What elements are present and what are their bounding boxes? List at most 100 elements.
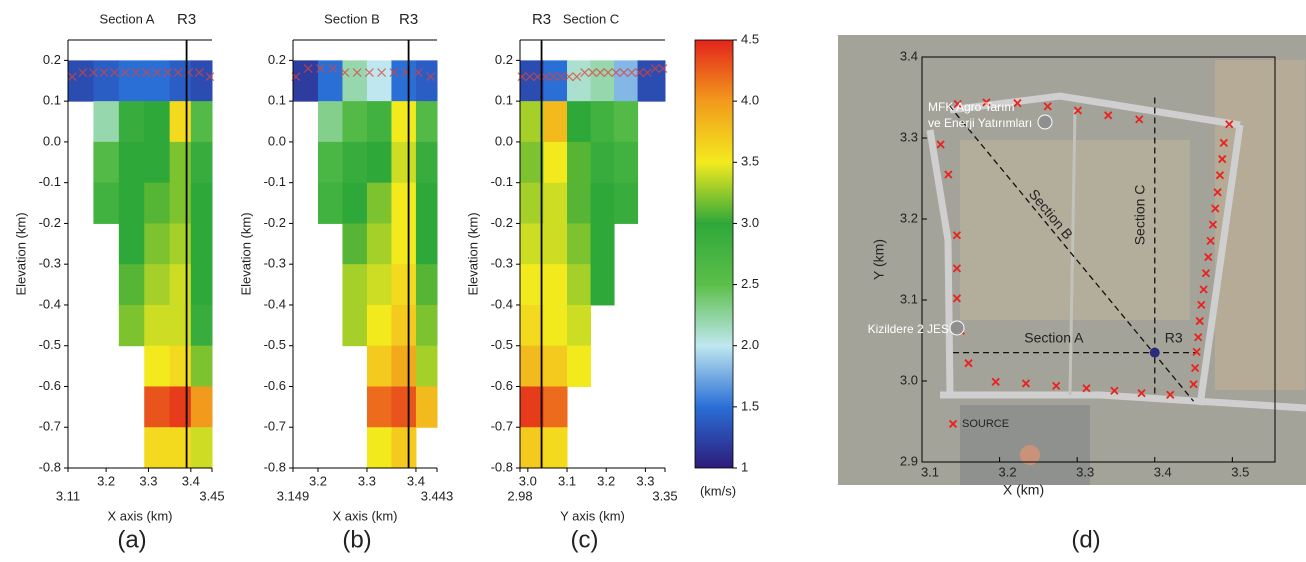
x-tick-label: 3.443: [421, 488, 454, 503]
y-tick-label: 0.1: [495, 93, 513, 108]
velocity-cell: [391, 427, 417, 469]
receiver: [328, 64, 338, 73]
receiver: [389, 68, 399, 78]
velocity-cell: [317, 101, 343, 143]
receiver: [1013, 99, 1022, 108]
velocity-cell: [169, 264, 192, 306]
cross-stroke: [1218, 154, 1227, 164]
y-axis-label: Elevation (km): [238, 212, 253, 295]
receiver: [1204, 252, 1213, 262]
receiver: [1213, 188, 1222, 197]
x-axis-label: X axis (km): [108, 508, 173, 523]
y-tick-label: -0.6: [491, 378, 513, 393]
velocity-cell: [144, 60, 171, 102]
velocity-cell: [543, 386, 568, 428]
receiver: [1211, 204, 1220, 213]
velocity-cell: [391, 386, 417, 428]
velocity-cell: [68, 60, 94, 102]
velocity-cell: [169, 345, 192, 387]
receiver: [595, 68, 605, 78]
receiver: [67, 72, 77, 82]
velocity-cell: [415, 264, 438, 306]
receiver: [564, 72, 574, 82]
velocity-cell: [118, 101, 145, 143]
y-tick-label: -0.5: [39, 337, 61, 352]
receiver: [556, 72, 566, 82]
receiver: [1052, 381, 1061, 390]
x-axis-label: Y axis (km): [560, 508, 625, 523]
cross-stroke: [78, 68, 88, 78]
y-tick-label: -0.5: [491, 337, 513, 352]
y-tick-label: -0.8: [491, 459, 513, 474]
road: [949, 92, 1241, 129]
velocity-cell: [543, 182, 568, 224]
r3-point: [1149, 347, 1160, 358]
y-tick-label: -0.3: [491, 256, 513, 271]
velocity-cell: [391, 264, 417, 306]
y-tick-label: -0.1: [264, 174, 286, 189]
velocity-cell: [317, 182, 343, 224]
y-tick-label: 3.3: [900, 129, 918, 144]
colorbar-tick-label: 2.0: [741, 337, 759, 352]
x-tick-label: 3.4: [407, 473, 425, 488]
source-label: SOURCE: [962, 418, 1009, 430]
cross-stroke: [1201, 269, 1211, 278]
velocity-cell: [144, 101, 171, 143]
cross-stroke: [1052, 381, 1061, 390]
receiver: [303, 64, 313, 73]
cross-stroke: [1219, 138, 1228, 147]
velocity-cell: [391, 101, 417, 143]
receiver: [944, 170, 953, 179]
velocity-cell: [567, 101, 592, 143]
cross-stroke: [991, 377, 1000, 386]
velocity-cell: [190, 101, 213, 143]
velocity-cell: [118, 182, 145, 224]
cross-stroke: [541, 72, 550, 82]
receiver: [88, 68, 98, 78]
receiver: [141, 68, 151, 78]
velocity-cell: [637, 60, 666, 102]
velocity-cell: [614, 101, 639, 143]
receiver: [1104, 111, 1113, 120]
velocity-cell: [144, 304, 171, 347]
receiver: [1043, 102, 1052, 111]
velocity-cell: [415, 345, 438, 387]
velocity-cell: [93, 60, 120, 102]
velocity-cell: [144, 182, 171, 224]
velocity-cell: [144, 345, 171, 387]
y-tick-label: -0.6: [39, 378, 61, 393]
velocity-cell: [520, 304, 545, 347]
cross-stroke: [364, 68, 374, 78]
section-title: Section A: [100, 11, 155, 26]
cross-stroke: [619, 68, 629, 78]
velocity-cell: [342, 223, 368, 265]
velocity-cell: [293, 60, 319, 102]
receiver: [533, 72, 543, 82]
receiver: [1201, 269, 1211, 278]
x-tick-label: 3.3: [358, 473, 376, 488]
cross-stroke: [952, 231, 962, 240]
x-tick-label: 2.98: [507, 488, 532, 503]
cross-stroke: [952, 294, 962, 303]
receiver: [627, 68, 637, 78]
x-tick-label: 3.2: [999, 464, 1017, 479]
cross-stroke: [173, 68, 183, 78]
velocity-cell: [169, 223, 192, 265]
r3-label: R3: [177, 11, 196, 28]
cross-stroke: [564, 72, 574, 82]
cross-stroke: [1225, 120, 1234, 129]
receiver: [952, 294, 962, 303]
cross-stroke: [953, 99, 962, 109]
velocity-cell: [118, 60, 145, 102]
y-tick-label: 2.9: [900, 453, 918, 468]
x-tick-label: 3.2: [97, 473, 115, 488]
section-label: Section A: [1024, 329, 1084, 345]
velocity-cell: [567, 141, 592, 184]
y-tick-label: -0.2: [491, 215, 513, 230]
receiver: [580, 68, 590, 78]
velocity-cell: [144, 223, 171, 265]
cross-stroke: [1213, 188, 1222, 197]
receiver: [364, 68, 374, 78]
cross-stroke: [205, 72, 215, 82]
velocity-cell: [93, 141, 120, 184]
